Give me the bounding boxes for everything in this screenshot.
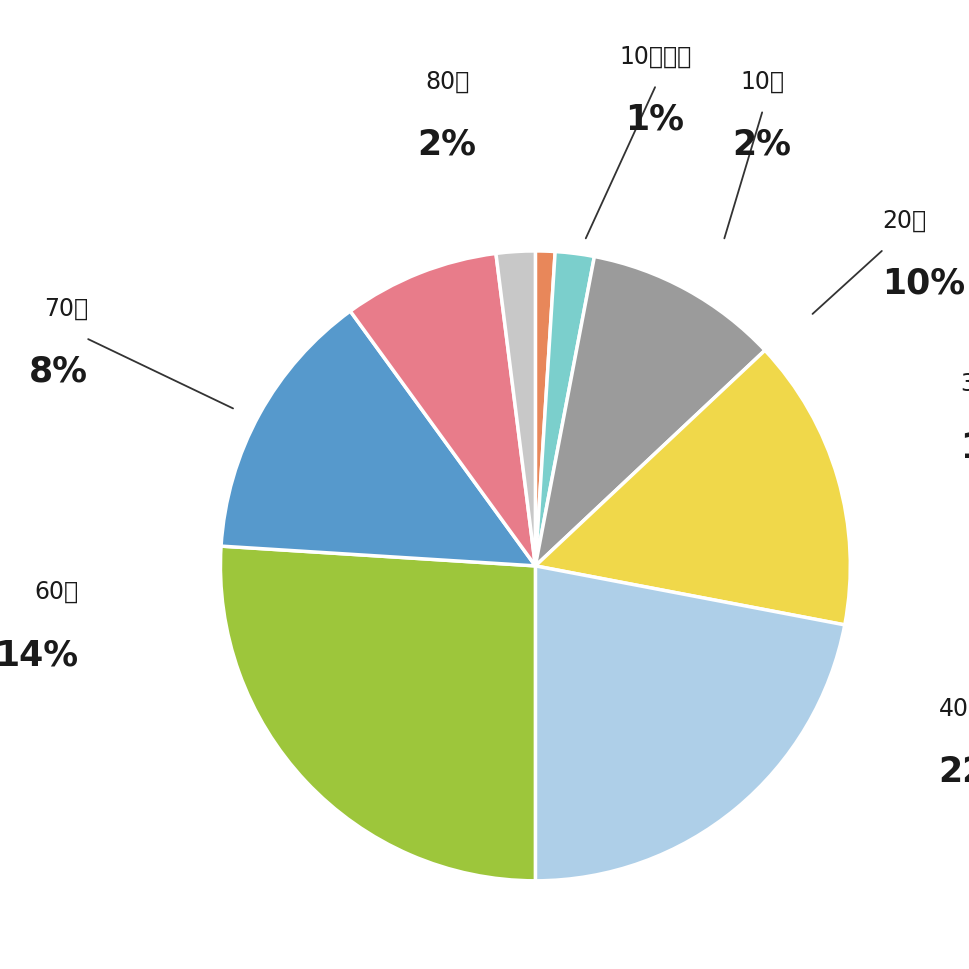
Wedge shape [535,252,594,566]
Wedge shape [350,254,535,566]
Text: 10%: 10% [881,266,964,300]
Wedge shape [221,312,535,566]
Text: 10代: 10代 [739,70,783,94]
Text: 15%: 15% [959,430,969,464]
Text: 30代: 30代 [959,372,969,395]
Text: 10代未満: 10代未満 [618,45,691,69]
Wedge shape [535,252,554,566]
Text: 2%: 2% [732,128,791,162]
Text: 40代: 40代 [938,696,969,720]
Wedge shape [535,351,850,625]
Text: 70代: 70代 [44,297,88,321]
Text: 1%: 1% [625,103,684,137]
Text: 14%: 14% [0,638,78,672]
Wedge shape [495,252,535,566]
Wedge shape [220,547,535,881]
Wedge shape [535,566,844,881]
Wedge shape [535,257,765,566]
Text: 8%: 8% [29,355,88,389]
Text: 60代: 60代 [35,579,78,604]
Text: 80代: 80代 [424,70,469,94]
Text: 22%: 22% [938,754,969,788]
Text: 20代: 20代 [881,208,925,233]
Text: 2%: 2% [418,128,476,162]
